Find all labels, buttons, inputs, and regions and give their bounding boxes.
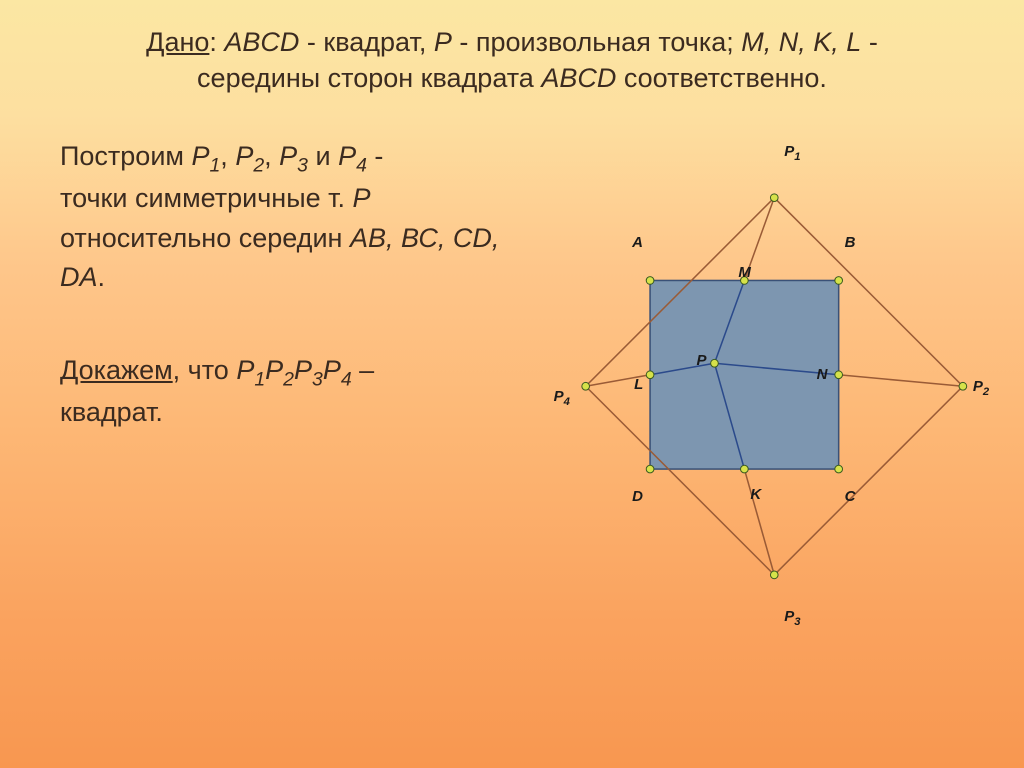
paragraph-construct: Построим Р1, Р2, Р3 и Р4 - точки симметр… bbox=[60, 137, 512, 297]
title-prefix: Дано bbox=[146, 27, 209, 57]
figure-column: A B C D M N K L P P1 P2 P3 P4 bbox=[522, 137, 992, 657]
point-label-P2: P2 bbox=[973, 378, 989, 398]
point-label-P: P bbox=[696, 352, 706, 369]
text-column: Построим Р1, Р2, Р3 и Р4 - точки симметр… bbox=[32, 137, 522, 487]
body-row: Построим Р1, Р2, Р3 и Р4 - точки симметр… bbox=[32, 137, 992, 657]
point-label-L: L bbox=[634, 376, 643, 393]
point-label-P3: P3 bbox=[784, 608, 800, 628]
point-label-C: C bbox=[845, 488, 856, 505]
paragraph-prove: Докажем, что Р1Р2Р3Р4 – квадрат. bbox=[60, 351, 512, 433]
point-label-D: D bbox=[632, 488, 643, 505]
slide: Дано: ABCD - квадрат, Р - произвольная т… bbox=[0, 0, 1024, 768]
figure-wrap: A B C D M N K L P P1 P2 P3 P4 bbox=[532, 137, 992, 657]
diagram-svg bbox=[532, 137, 992, 657]
point-label-M: M bbox=[738, 264, 751, 281]
point-label-P1: P1 bbox=[784, 143, 800, 163]
point-label-A: A bbox=[632, 234, 643, 251]
point-label-K: K bbox=[750, 486, 761, 503]
point-label-B: B bbox=[845, 234, 856, 251]
point-label-N: N bbox=[817, 366, 828, 383]
title-block: Дано: ABCD - квадрат, Р - произвольная т… bbox=[72, 24, 952, 97]
point-label-P4: P4 bbox=[554, 388, 570, 408]
